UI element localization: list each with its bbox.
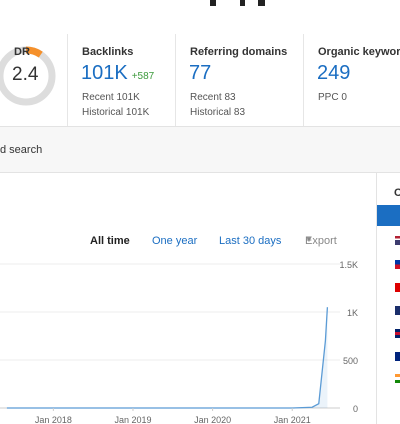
search-text[interactable]: d search: [0, 144, 43, 156]
organic-keywords-card[interactable]: Organic keywords 249 PPC 0: [304, 34, 400, 126]
tab-one-year[interactable]: One year: [152, 235, 198, 247]
x-tick-label: Jan 2021: [274, 415, 311, 424]
referring-domains-card[interactable]: Referring domains 77 Recent 83 Historica…: [176, 34, 304, 126]
backlinks-value[interactable]: 101K +587: [81, 62, 155, 84]
country-flag-icon[interactable]: [395, 352, 400, 361]
y-tick-label: 0: [353, 404, 358, 414]
backlinks-chart-panel: All time One year Last 30 days Export ▼ …: [0, 173, 377, 424]
backlinks-card[interactable]: Backlinks 101K +587 Recent 101K Historica…: [68, 34, 176, 126]
backlinks-delta: +587: [131, 71, 155, 82]
dr-gauge-ring: [0, 46, 56, 106]
organic-keywords-value[interactable]: 249: [317, 62, 351, 84]
organic-keywords-ppc: PPC 0: [318, 92, 347, 103]
dr-label: DR: [14, 46, 30, 58]
x-tick-label: Jan 2018: [35, 415, 72, 424]
backlinks-historical: Historical 101K: [82, 107, 150, 118]
referring-domains-label: Referring domains: [190, 46, 288, 58]
country-flag-icon[interactable]: [395, 260, 400, 269]
country-flag-icon[interactable]: [395, 329, 400, 338]
x-tick-label: Jan 2019: [114, 415, 151, 424]
organic-keywords-label: Organic keywords: [318, 46, 400, 58]
chart-grid: [0, 263, 340, 409]
chart-series: [6, 307, 329, 409]
countries-panel: C: [377, 173, 400, 424]
search-bar[interactable]: d search: [0, 127, 400, 173]
y-tick-label: 500: [343, 356, 358, 366]
series-area: [6, 307, 328, 408]
metrics-row: DR 2.4 Backlinks 101K +587 Recent 101K Hi…: [0, 34, 400, 127]
x-tick-label: Jan 2020: [194, 415, 231, 424]
country-flag-icon[interactable]: [395, 236, 400, 245]
y-axis-ticks: 0 500 1K 1.5K: [339, 260, 358, 414]
range-tabs: All time One year Last 30 days Export ▼: [90, 235, 337, 247]
header-strip: [0, 0, 400, 34]
tab-last-30-days[interactable]: Last 30 days: [219, 235, 282, 247]
countries-header: C: [394, 187, 400, 199]
backlinks-label: Backlinks: [82, 46, 134, 58]
x-axis-ticks: Jan 2018 Jan 2019 Jan 2020 Jan 2021: [35, 408, 311, 424]
export-caret-icon: ▼: [305, 235, 313, 244]
country-row-selected[interactable]: [377, 205, 400, 226]
domain-rating-card[interactable]: DR 2.4: [0, 34, 68, 126]
y-tick-label: 1.5K: [339, 260, 358, 270]
tab-all-time[interactable]: All time: [90, 235, 130, 247]
country-flag-icon[interactable]: [395, 374, 400, 383]
referring-domains-historical: Historical 83: [190, 107, 246, 118]
backlinks-recent: Recent 101K: [82, 92, 140, 103]
referring-domains-value[interactable]: 77: [189, 62, 212, 84]
series-line: [6, 307, 329, 409]
y-tick-label: 1K: [347, 308, 358, 318]
country-flag-icon[interactable]: [395, 283, 400, 292]
referring-domains-recent: Recent 83: [190, 92, 236, 103]
dr-value: 2.4: [12, 64, 39, 85]
country-flag-icon[interactable]: [395, 306, 400, 315]
title-cropped-fragments: [210, 0, 265, 6]
